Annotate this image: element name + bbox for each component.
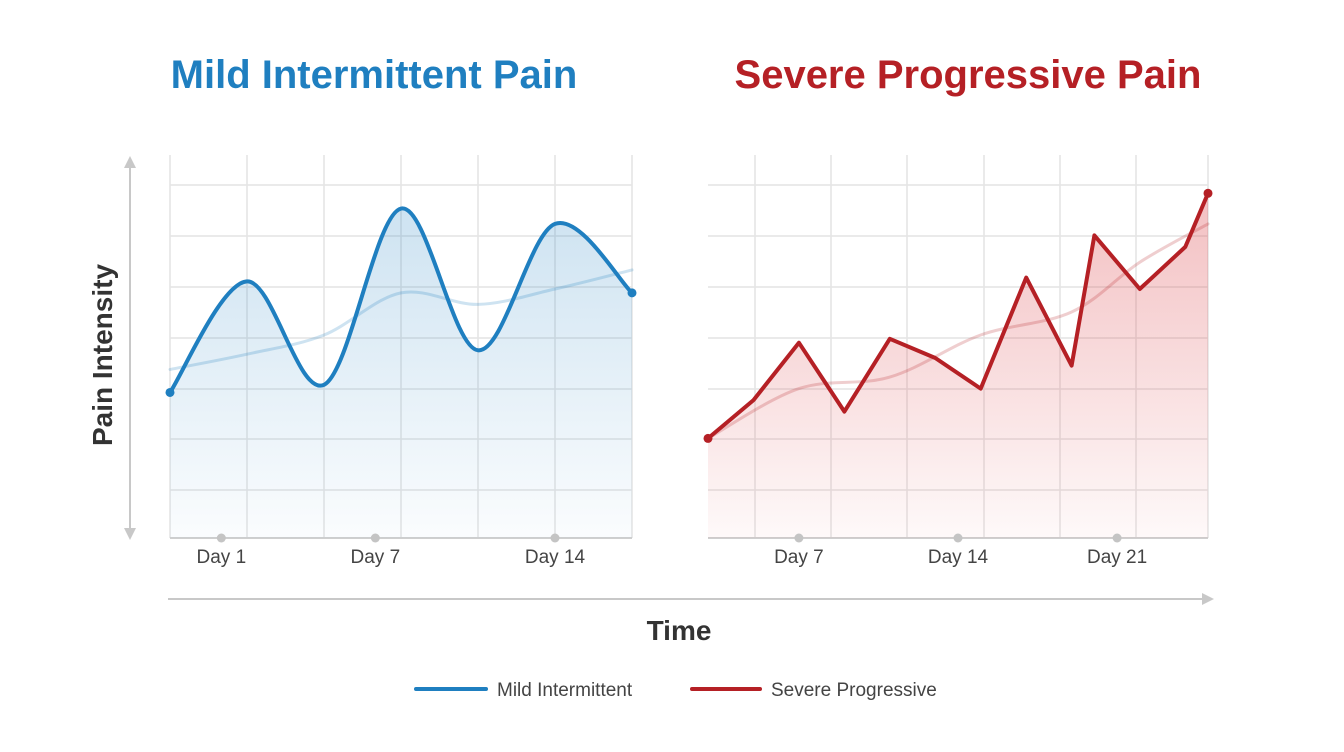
tick-label: Day 7 — [351, 547, 401, 568]
x-axis-arrow — [1202, 593, 1214, 605]
mild-end-point — [627, 288, 637, 298]
severe-end-point — [1203, 188, 1213, 198]
severe-area-fill — [708, 193, 1208, 539]
severe-panel: Day 7 Day 14 Day 21 — [703, 155, 1213, 568]
severe-panel-title: Severe Progressive Pain — [735, 53, 1202, 97]
mild-panel: Day 1 Day 7 Day 14 — [165, 155, 637, 568]
tick-label: Day 1 — [197, 547, 247, 568]
tick-label: Day 14 — [928, 547, 989, 568]
severe-start-point — [703, 433, 713, 443]
tick-dot — [216, 533, 226, 543]
tick-label: Day 14 — [525, 547, 586, 568]
tick-dot — [370, 533, 380, 543]
mild-series-line — [168, 206, 634, 395]
tick-dot — [794, 533, 804, 543]
x-axis-title: Time — [647, 615, 712, 646]
tick-label: Day 21 — [1087, 547, 1147, 568]
tick-dot — [1112, 533, 1122, 543]
y-axis-title: Pain Intensity — [87, 264, 118, 446]
y-axis-arrow-up — [124, 156, 136, 168]
severe-trend-line — [706, 222, 1210, 440]
tick-dot — [953, 533, 963, 543]
mild-start-point — [165, 387, 175, 397]
legend: Mild Intermittent Severe Progressive — [414, 680, 937, 701]
mild-panel-title: Mild Intermittent Pain — [171, 53, 578, 97]
tick-label: Day 7 — [774, 547, 824, 568]
y-axis-arrow-down — [124, 528, 136, 540]
tick-dot — [550, 533, 560, 543]
severe-series-line — [706, 191, 1210, 441]
mild-trend-line — [168, 268, 634, 371]
mild-area-fill — [170, 208, 632, 538]
legend-label-mild: Mild Intermittent — [497, 680, 633, 701]
legend-label-severe: Severe Progressive — [771, 680, 937, 701]
